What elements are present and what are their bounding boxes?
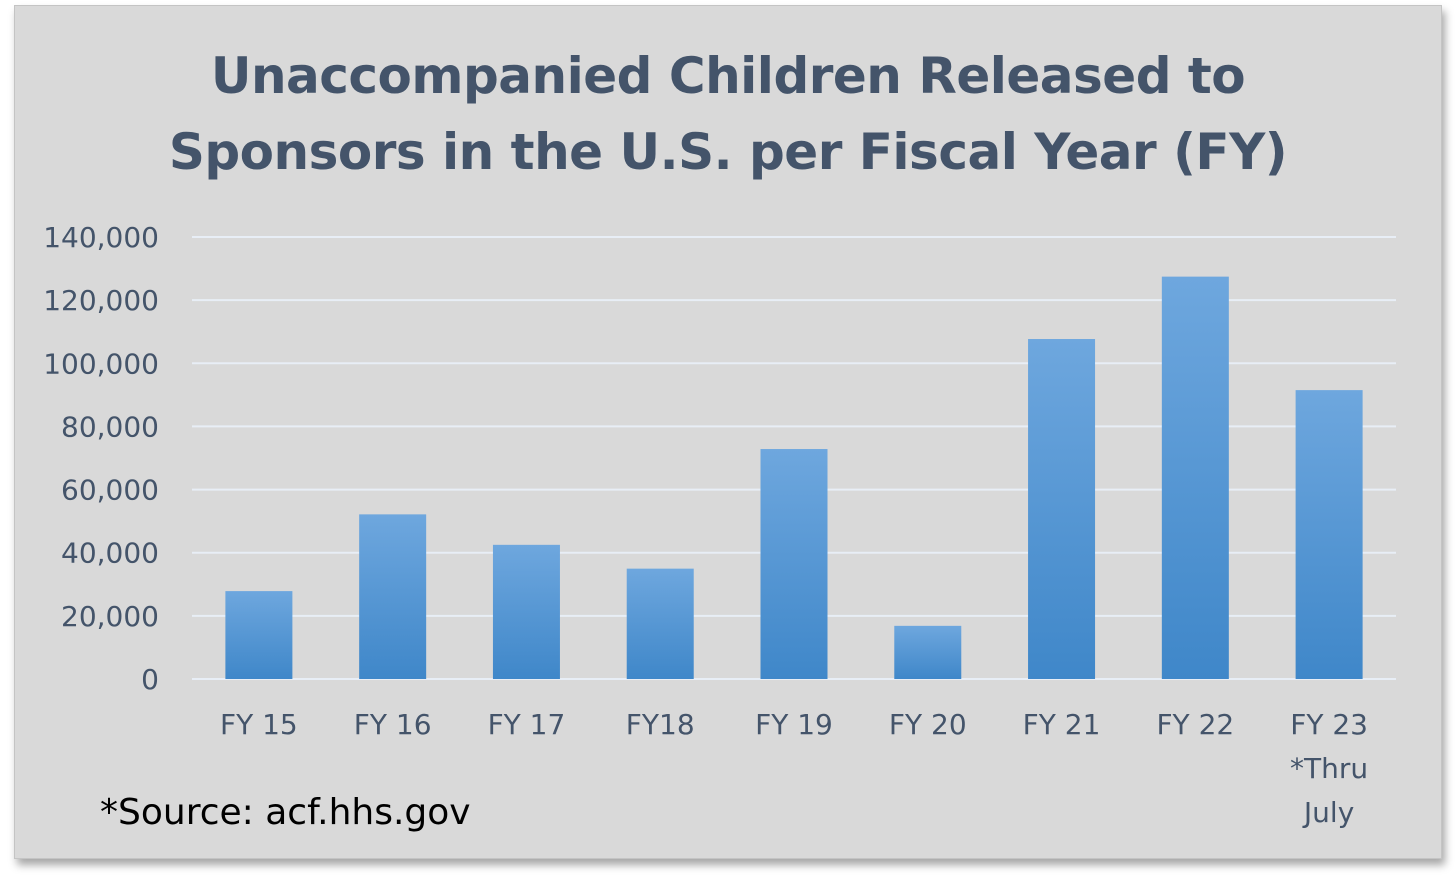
y-tick-label: 60,000 [61, 474, 159, 507]
x-tick-label: FY18 [626, 708, 695, 741]
x-tick-label-line: *Thru [1290, 752, 1368, 785]
bar [225, 591, 293, 679]
bar [1161, 276, 1229, 679]
x-axis-ticks: FY 15 FY 16 FY 17 FY18 FY 19 FY 20 FY 21 FY 22 F… [220, 708, 1368, 829]
y-tick-label: 20,000 [61, 600, 159, 633]
x-tick-label: FY 17 [488, 708, 566, 741]
y-tick-label: 80,000 [61, 410, 159, 443]
y-tick-label: 140,000 [43, 221, 159, 254]
x-tick-label: FY 16 [354, 708, 432, 741]
x-tick-label-line: FY 22 [1156, 708, 1234, 741]
bar [492, 544, 560, 679]
bar [359, 514, 427, 679]
y-tick-label: 120,000 [43, 284, 159, 317]
x-tick-label: FY 21 [1023, 708, 1101, 741]
x-tick-label: FY 20 [889, 708, 967, 741]
bar [626, 568, 694, 679]
y-axis-ticks: 0 20,000 40,000 60,000 80,000 100,000 120,000 1… [43, 221, 159, 696]
x-tick-label-line: FY 21 [1023, 708, 1101, 741]
chart-title: Unaccompanied Children Released to Spons… [0, 38, 1456, 190]
bar [894, 625, 962, 679]
x-tick-label-line: FY 15 [220, 708, 298, 741]
bar [1295, 390, 1363, 679]
x-tick-label-line: FY 23 [1290, 708, 1368, 741]
x-tick-label: FY 15 [220, 708, 298, 741]
x-tick-label-line: FY18 [626, 708, 695, 741]
x-tick-label: FY 22 [1156, 708, 1234, 741]
chart-title-line-1: Unaccompanied Children Released to [210, 47, 1246, 105]
x-tick-label: FY 23 *Thru July [1290, 708, 1368, 829]
y-tick-label: 40,000 [61, 537, 159, 570]
x-tick-label-line: FY 16 [354, 708, 432, 741]
bar [1028, 339, 1096, 679]
y-tick-label: 0 [141, 663, 159, 696]
x-tick-label-line: FY 19 [755, 708, 833, 741]
chart-title-line-2: Sponsors in the U.S. per Fiscal Year (FY… [168, 123, 1288, 181]
y-tick-label: 100,000 [43, 347, 159, 380]
x-tick-label-line: July [1302, 796, 1354, 829]
source-note: *Source: acf.hhs.gov [100, 792, 471, 833]
x-tick-label-line: FY 20 [889, 708, 967, 741]
x-tick-label-line: FY 17 [488, 708, 566, 741]
x-tick-label: FY 19 [755, 708, 833, 741]
bar [760, 449, 828, 679]
bars [225, 276, 1363, 679]
